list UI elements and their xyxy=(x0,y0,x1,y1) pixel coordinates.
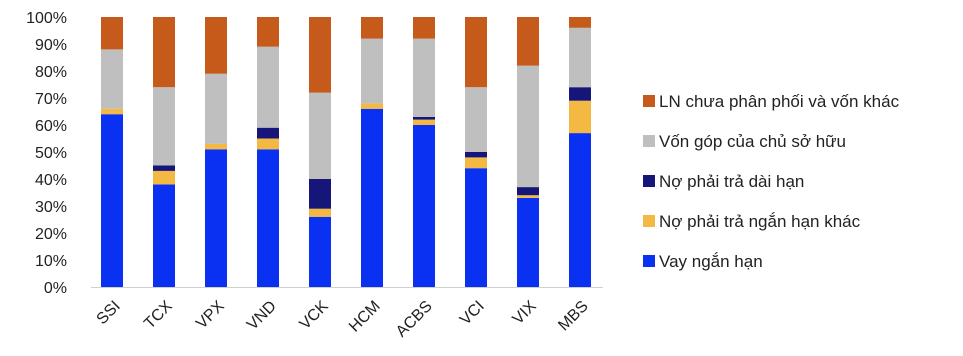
x-tick-label: VCI xyxy=(457,298,488,329)
bar-segment xyxy=(205,73,227,144)
bar-segment xyxy=(205,17,227,74)
bar-segment xyxy=(153,17,175,88)
bar-segment xyxy=(465,168,487,287)
bar-segment xyxy=(309,208,331,217)
legend-label: Vay ngắn hạn xyxy=(659,252,763,271)
x-tick-label: MBS xyxy=(555,298,592,335)
y-tick-label: 50% xyxy=(35,145,67,162)
bar-segment xyxy=(309,179,331,209)
bar-segment xyxy=(413,119,435,125)
bar-segment xyxy=(101,108,123,115)
x-tick-label: SSI xyxy=(94,298,124,328)
bar-segment xyxy=(361,108,383,287)
legend-item: Nợ phải trả ngắn hạn khác xyxy=(643,212,861,231)
legend-item: Vay ngắn hạn xyxy=(643,252,763,271)
legend-swatch xyxy=(643,255,655,267)
y-tick-label: 20% xyxy=(35,226,67,243)
bar-segment xyxy=(413,38,435,117)
bar-segment xyxy=(257,138,279,150)
bar-segment xyxy=(465,157,487,169)
bar-segment xyxy=(465,152,487,158)
bar-segment xyxy=(569,17,591,28)
bar-segment xyxy=(309,92,331,179)
bar-segment xyxy=(153,170,175,185)
bar-segment xyxy=(257,17,279,47)
bar-segment xyxy=(413,125,435,287)
bar-segment xyxy=(153,184,175,287)
bar-segment xyxy=(257,46,279,128)
bar-segment xyxy=(101,17,123,50)
legend: LN chưa phân phối và vốn khác Vốn góp của… xyxy=(643,92,900,271)
y-tick-label: 30% xyxy=(35,199,67,216)
x-axis: SSI TCX VPX VND VCK HCM ACBS VCI VIX MBS xyxy=(91,287,603,341)
bar-segment xyxy=(257,149,279,287)
legend-label: Vốn góp của chủ sở hữu xyxy=(659,132,846,151)
bar-segment xyxy=(569,87,591,101)
bar-segment xyxy=(517,195,539,198)
bar-segment xyxy=(309,216,331,287)
bar-segment xyxy=(517,17,539,66)
bar-segment xyxy=(517,197,539,287)
bar-segment xyxy=(413,116,435,120)
y-tick-label: 60% xyxy=(35,118,67,135)
bar-segment xyxy=(153,165,175,171)
legend-swatch xyxy=(643,175,655,187)
bar-segment xyxy=(153,87,175,166)
legend-swatch xyxy=(643,215,655,227)
x-tick-label: VIX xyxy=(510,298,540,328)
y-axis: 0% 10% 20% 30% 40% 50% 60% 70% 80% 90% 100% xyxy=(26,10,67,297)
x-tick-label: ACBS xyxy=(393,298,436,341)
bar-segment xyxy=(465,17,487,88)
legend-item: Vốn góp của chủ sở hữu xyxy=(643,132,846,151)
y-tick-label: 70% xyxy=(35,91,67,108)
y-tick-label: 90% xyxy=(35,37,67,54)
y-tick-label: 80% xyxy=(35,64,67,81)
legend-label: LN chưa phân phối và vốn khác xyxy=(659,92,900,111)
legend-swatch xyxy=(643,135,655,147)
bar-segment xyxy=(257,127,279,139)
legend-item: LN chưa phân phối và vốn khác xyxy=(643,92,900,111)
bar-segment xyxy=(361,17,383,39)
bar-segment xyxy=(205,149,227,287)
y-tick-label: 100% xyxy=(26,10,67,27)
x-tick-label: TCX xyxy=(141,298,176,333)
bar-segment xyxy=(101,114,123,287)
y-tick-label: 10% xyxy=(35,253,67,270)
bar-segment xyxy=(569,27,591,88)
x-tick-label: VPX xyxy=(193,298,228,333)
bar-segment xyxy=(309,17,331,93)
legend-label: Nợ phải trả ngắn hạn khác xyxy=(659,212,861,231)
y-tick-label: 0% xyxy=(44,280,67,297)
bar-segment xyxy=(413,17,435,39)
bar-segment xyxy=(205,143,227,150)
x-tick-label: HCM xyxy=(346,298,384,336)
x-tick-label: VCK xyxy=(297,298,333,334)
bar-segment xyxy=(361,38,383,104)
bar-segment xyxy=(101,49,123,109)
legend-swatch xyxy=(643,95,655,107)
legend-item: Nợ phải trả dài hạn xyxy=(643,172,804,191)
bar-segment xyxy=(465,87,487,152)
legend-label: Nợ phải trả dài hạn xyxy=(659,172,804,191)
bars xyxy=(101,17,591,287)
y-tick-label: 40% xyxy=(35,172,67,189)
bar-segment xyxy=(517,187,539,196)
bar-segment xyxy=(517,65,539,188)
bar-segment xyxy=(569,133,591,287)
x-tick-label: VND xyxy=(244,298,280,334)
bar-segment xyxy=(361,103,383,109)
bar-segment xyxy=(569,100,591,134)
